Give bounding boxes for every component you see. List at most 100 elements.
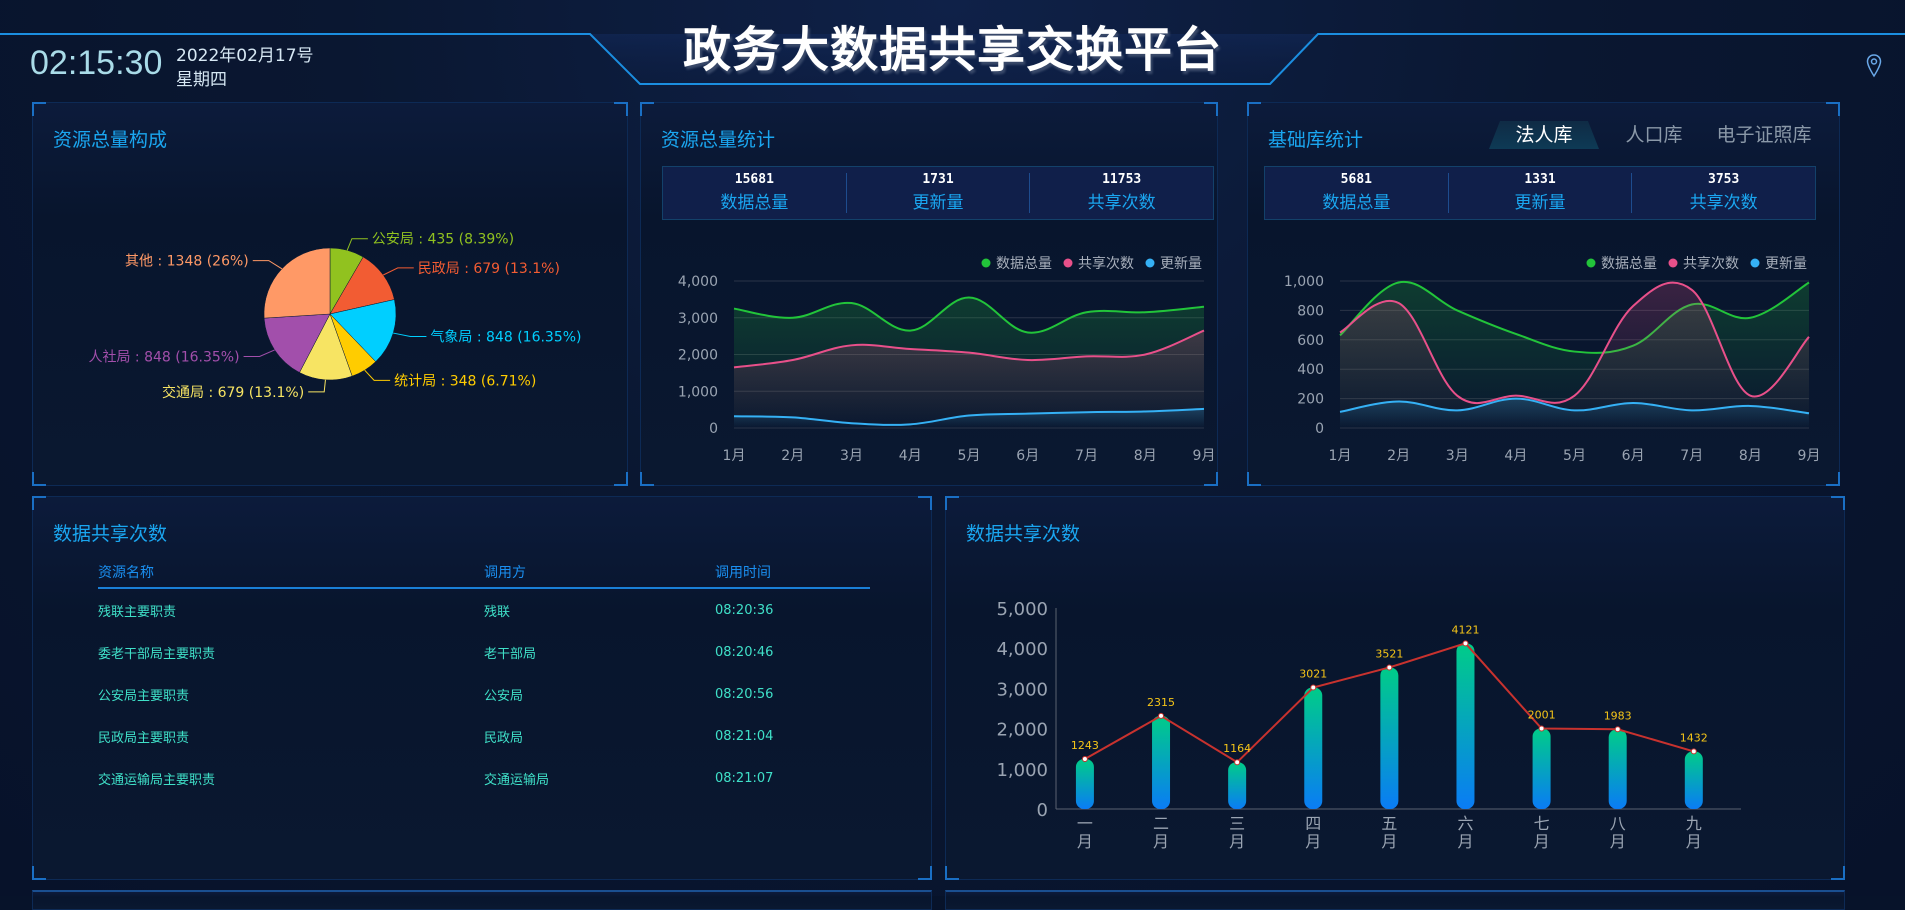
pie-label: 气象局 : 848 (16.35%): [430, 330, 581, 346]
x-tick-label: 一: [1077, 814, 1093, 833]
column-header: 调用方: [484, 565, 526, 581]
bar: [1456, 643, 1475, 809]
table-cell: 民政局主要职责: [98, 730, 190, 746]
tab-e-license[interactable]: 电子证照库: [1716, 124, 1812, 146]
tab-legal-person[interactable]: 法人库: [1489, 121, 1599, 149]
x-tick-label: 7月: [1075, 448, 1098, 464]
data-label: 1983: [1604, 709, 1632, 722]
legend-marker: [1750, 258, 1760, 268]
x-tick-label: 8月: [1739, 448, 1762, 464]
series-area: [1340, 282, 1809, 428]
y-tick-label: 600: [1297, 333, 1324, 349]
table-cell: 公安局主要职责: [98, 688, 190, 704]
stat-label: 更新量: [912, 193, 964, 213]
series-line: [733, 329, 1205, 369]
legend-label: 共享次数: [1683, 255, 1739, 272]
stat-value: 1331: [1524, 172, 1556, 187]
y-tick-label: 0: [1315, 421, 1324, 437]
y-tick-label: 2,000: [678, 348, 718, 364]
pie-slice: [263, 313, 331, 373]
x-tick-label: 5月: [958, 448, 981, 464]
stat-value: 11753: [1102, 172, 1142, 187]
legend-marker: [1668, 258, 1678, 268]
pie-label-line: [383, 267, 414, 276]
table-cell: 公安局: [484, 688, 524, 704]
trend-point: [1386, 664, 1393, 671]
stat-total: 5681 数据总量: [1265, 172, 1449, 213]
next-panel-left: [32, 890, 932, 910]
trend-point: [1081, 756, 1088, 763]
x-tick-label: 6月: [1622, 448, 1645, 464]
legend-label: 共享次数: [1078, 255, 1134, 272]
series-line: [1339, 280, 1810, 354]
stat-label: 共享次数: [1087, 193, 1156, 213]
x-tick-label: 6月: [1016, 448, 1039, 464]
data-label: 3021: [1299, 668, 1327, 681]
table-cell: 残联主要职责: [98, 604, 177, 620]
x-tick-label: 三: [1229, 814, 1245, 833]
stat-label: 共享次数: [1689, 193, 1758, 213]
base-library-panel: 基础库统计 法人库 人口库 电子证照库 5681 数据总量 1331 更新量 375…: [1247, 102, 1840, 486]
y-tick-label: 1,000: [678, 384, 718, 400]
share-table-panel: 数据共享次数 资源名称 调用方 调用时间 残联主要职责 残联 08:20:36 委老干…: [32, 496, 932, 880]
pie-label-line: [364, 369, 391, 381]
stat-value: 15681: [734, 172, 774, 187]
weekday-text: 星期四: [176, 70, 227, 90]
series-area: [734, 330, 1204, 428]
y-tick-label: 800: [1297, 303, 1324, 319]
pie-chart: 公安局 : 435 (8.39%) 民政局 : 679 (13.1%) 气象局 : …: [88, 232, 581, 401]
x-tick-label: 七: [1534, 814, 1550, 833]
stat-updates: 1331 更新量: [1449, 172, 1633, 213]
series-line: [733, 407, 1205, 426]
x-tick-label: 月: [1305, 832, 1321, 851]
table-row[interactable]: 公安局主要职责 公安局 08:20:56: [98, 673, 870, 715]
table-cell: 08:20:36: [715, 602, 774, 618]
bar: [1608, 729, 1627, 809]
table-cell: 08:21:04: [715, 728, 774, 744]
panel-title: 资源总量统计: [661, 129, 776, 151]
data-label: 1164: [1223, 742, 1251, 755]
x-tick-label: 8月: [1134, 448, 1157, 464]
stats-bar: 15681 数据总量 1731 更新量 11753 共享次数: [662, 166, 1214, 220]
stat-shares: 3753 共享次数: [1632, 172, 1815, 213]
bar: [1152, 715, 1171, 809]
x-tick-label: 月: [1534, 832, 1550, 851]
table-row[interactable]: 交通运输局主要职责 交通运输局 08:21:07: [98, 757, 870, 799]
y-tick-label: 1,000: [996, 760, 1048, 781]
x-tick-label: 2月: [781, 448, 804, 464]
x-tick-label: 9月: [1193, 448, 1216, 464]
data-label: 4121: [1451, 623, 1479, 636]
legend-marker: [1063, 258, 1073, 268]
pie-label-line: [308, 379, 326, 393]
pie-label: 民政局 : 679 (13.1%): [418, 261, 560, 277]
tab-population[interactable]: 人口库: [1625, 124, 1683, 146]
map-pin-icon[interactable]: [1866, 54, 1882, 78]
table-row[interactable]: 民政局主要职责 民政局 08:21:04: [98, 715, 870, 757]
bar: [1684, 751, 1703, 809]
table-row[interactable]: 委老干部局主要职责 老干部局 08:20:46: [98, 631, 870, 673]
table-cell: 民政局: [484, 730, 524, 746]
x-tick-label: 1月: [723, 448, 746, 464]
x-tick-label: 5月: [1563, 448, 1586, 464]
x-tick-label: 八: [1610, 814, 1626, 833]
y-tick-label: 0: [709, 421, 718, 437]
pie-slice: [299, 313, 353, 381]
stat-total: 15681 数据总量: [663, 172, 847, 213]
trend-point: [1538, 725, 1545, 732]
table-cell: 08:20:56: [715, 686, 774, 702]
legend-marker: [981, 258, 991, 268]
table-cell: 委老干部局主要职责: [98, 646, 216, 662]
data-label: 3521: [1375, 647, 1403, 660]
y-tick-label: 3,000: [678, 311, 718, 327]
table-row[interactable]: 残联主要职责 残联 08:20:36: [98, 589, 870, 631]
table-cell: 交通运输局主要职责: [98, 772, 216, 788]
trend-point: [1234, 759, 1241, 766]
resource-line-chart: 0 1,000 2,000 3,000 4,000 1月 2月 3月 4月 5月 6月 7月 8月 9月 更…: [678, 255, 1216, 464]
x-tick-label: 月: [1610, 832, 1626, 851]
stat-value: 3753: [1708, 172, 1740, 187]
table-header: 资源名称 调用方 调用时间: [98, 557, 870, 589]
pie-slice: [263, 247, 331, 319]
pie-slice: [329, 299, 397, 363]
stat-label: 数据总量: [720, 193, 789, 213]
stat-label: 数据总量: [1322, 193, 1391, 213]
